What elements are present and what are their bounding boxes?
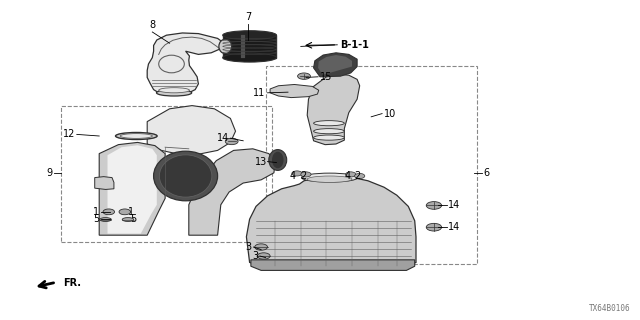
- Ellipse shape: [314, 121, 344, 126]
- Circle shape: [119, 209, 131, 215]
- Text: 8: 8: [149, 20, 156, 30]
- Polygon shape: [223, 35, 276, 58]
- Circle shape: [346, 172, 356, 177]
- Ellipse shape: [219, 39, 232, 53]
- Text: 3: 3: [252, 251, 259, 261]
- Ellipse shape: [159, 155, 212, 197]
- Ellipse shape: [269, 150, 287, 171]
- Ellipse shape: [307, 176, 352, 182]
- Polygon shape: [95, 177, 114, 189]
- Circle shape: [426, 202, 442, 209]
- Circle shape: [426, 223, 442, 231]
- Text: 5: 5: [93, 214, 99, 224]
- Text: TX64B0106: TX64B0106: [589, 304, 630, 313]
- Ellipse shape: [301, 173, 358, 182]
- Circle shape: [257, 253, 270, 259]
- Text: 3: 3: [245, 242, 252, 252]
- Polygon shape: [318, 55, 352, 75]
- Ellipse shape: [120, 134, 152, 139]
- Text: 4: 4: [344, 171, 351, 181]
- Ellipse shape: [154, 151, 218, 201]
- Ellipse shape: [157, 90, 192, 96]
- Text: 4: 4: [290, 171, 296, 181]
- Text: 14: 14: [448, 200, 460, 211]
- Text: 10: 10: [384, 108, 396, 119]
- Text: 14: 14: [217, 133, 229, 143]
- Circle shape: [301, 172, 311, 177]
- Circle shape: [292, 171, 302, 176]
- Text: 6: 6: [483, 168, 490, 178]
- Polygon shape: [314, 53, 357, 77]
- Polygon shape: [251, 260, 415, 270]
- Text: 5: 5: [131, 214, 137, 224]
- Text: FR.: FR.: [63, 278, 81, 288]
- Polygon shape: [270, 84, 319, 98]
- Text: 7: 7: [245, 12, 252, 22]
- Bar: [61, 106, 272, 242]
- Text: 13: 13: [255, 156, 268, 167]
- Polygon shape: [147, 106, 236, 154]
- Circle shape: [255, 244, 268, 250]
- Text: 1: 1: [93, 207, 99, 217]
- Circle shape: [355, 173, 365, 179]
- Text: 9: 9: [46, 168, 52, 178]
- Ellipse shape: [314, 129, 344, 134]
- Ellipse shape: [159, 88, 189, 93]
- Ellipse shape: [272, 152, 284, 168]
- Ellipse shape: [100, 218, 111, 221]
- Polygon shape: [307, 74, 360, 145]
- Polygon shape: [108, 145, 157, 234]
- Text: 2: 2: [300, 171, 307, 181]
- Ellipse shape: [223, 53, 276, 62]
- Text: 1: 1: [128, 207, 134, 217]
- Bar: [266, 66, 477, 264]
- Circle shape: [225, 138, 238, 145]
- Circle shape: [298, 73, 310, 79]
- Polygon shape: [189, 149, 275, 235]
- Text: 2: 2: [354, 171, 360, 181]
- Text: 15: 15: [320, 72, 332, 83]
- Text: B-1-1: B-1-1: [340, 40, 369, 50]
- Polygon shape: [246, 175, 416, 266]
- Ellipse shape: [115, 132, 157, 140]
- Ellipse shape: [314, 135, 344, 140]
- Polygon shape: [147, 33, 230, 94]
- Ellipse shape: [223, 31, 276, 40]
- Text: 14: 14: [448, 222, 460, 232]
- Circle shape: [103, 209, 115, 215]
- Polygon shape: [99, 142, 165, 235]
- Text: 11: 11: [253, 88, 266, 98]
- Ellipse shape: [122, 218, 134, 221]
- Text: 12: 12: [63, 129, 76, 140]
